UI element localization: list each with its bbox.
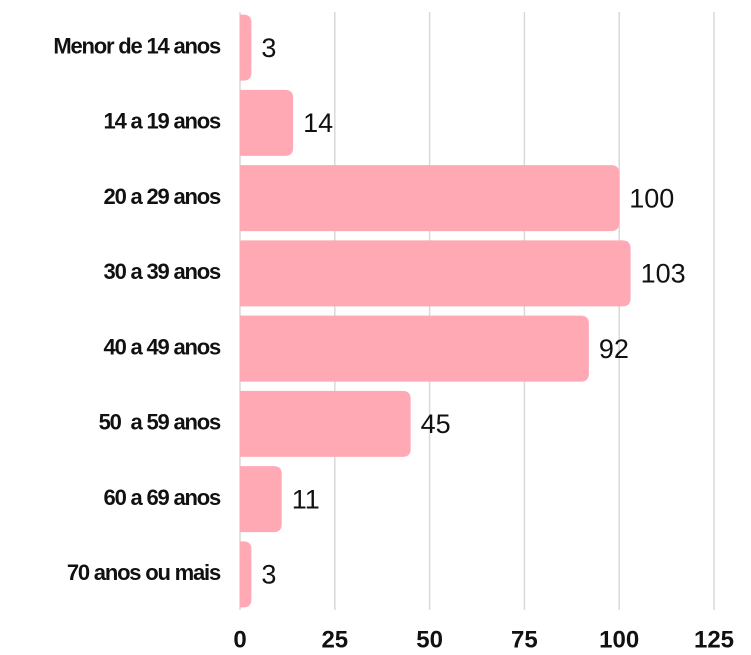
value-label: 11 [292, 484, 320, 514]
y-tick-label: 50 a 59 anos [99, 410, 221, 435]
x-tick-label: 125 [694, 626, 734, 653]
x-tick-label: 50 [416, 626, 443, 653]
bar [240, 240, 631, 307]
y-tick-label: 20 a 29 anos [104, 184, 221, 209]
value-label: 3 [261, 33, 276, 63]
bar [240, 14, 252, 81]
y-tick-label: 14 a 19 anos [104, 109, 221, 134]
y-tick-label: Menor de 14 anos [53, 33, 221, 58]
value-label: 45 [421, 409, 451, 439]
x-tick-label: 25 [321, 626, 348, 653]
value-label: 92 [599, 334, 629, 364]
bar [240, 89, 294, 156]
value-label: 3 [261, 560, 276, 590]
y-tick-label: 60 a 69 anos [104, 485, 221, 510]
x-tick-label: 100 [599, 626, 639, 653]
bar [240, 541, 252, 608]
y-tick-label: 70 anos ou mais [67, 560, 221, 585]
x-tick-label: 0 [233, 626, 246, 653]
bar [240, 390, 411, 457]
bar [240, 165, 620, 232]
value-label: 100 [629, 183, 674, 213]
x-tick-label: 75 [511, 626, 538, 653]
value-label: 103 [641, 259, 686, 289]
value-label: 14 [303, 108, 333, 138]
bar [240, 466, 282, 533]
bar [240, 315, 589, 382]
y-tick-label: 40 a 49 anos [104, 334, 221, 359]
y-tick-label: 30 a 39 anos [104, 259, 221, 284]
